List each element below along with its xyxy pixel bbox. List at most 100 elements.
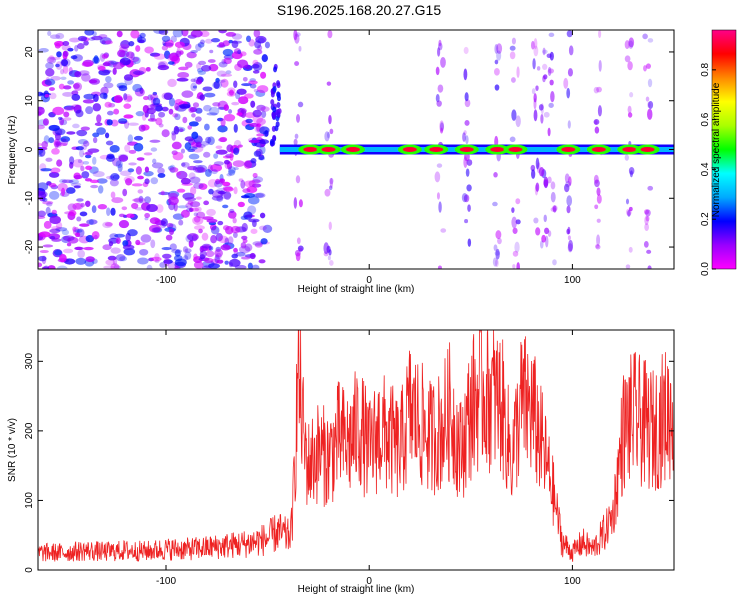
noise-blob	[146, 107, 156, 115]
ridge-peak	[345, 147, 360, 152]
noise-blob	[190, 30, 203, 38]
noise-blob	[188, 106, 195, 113]
noise-blob	[135, 242, 146, 246]
noise-blob	[94, 122, 103, 127]
noise-blob	[244, 180, 255, 188]
streak-blob	[645, 215, 650, 222]
noise-blob	[81, 73, 91, 82]
noise-blob	[203, 92, 216, 98]
noise-blob	[215, 149, 228, 155]
noise-blob	[153, 53, 166, 60]
noise-blob	[61, 229, 70, 236]
noise-blob	[174, 41, 185, 48]
streak-blob	[550, 181, 556, 190]
noise-blob	[112, 257, 118, 266]
noise-blob	[193, 261, 204, 269]
ridge-peak	[429, 147, 444, 152]
noise-blob	[152, 97, 161, 106]
noise-blob	[252, 176, 264, 183]
streak-blob	[598, 30, 602, 39]
noise-blob	[195, 142, 202, 148]
edge-blob	[272, 106, 277, 113]
noise-blob	[246, 35, 252, 43]
streak-blob	[298, 45, 302, 52]
noise-blob	[73, 174, 83, 180]
noise-blob	[46, 202, 53, 207]
noise-blob	[168, 228, 175, 235]
x-tick-label: -100	[156, 576, 176, 587]
noise-blob	[176, 171, 182, 176]
noise-blob	[51, 209, 57, 215]
streak-blob	[643, 65, 647, 72]
streak-blob	[546, 53, 552, 59]
noise-blob	[152, 91, 158, 96]
noise-blob	[249, 122, 259, 127]
noise-blob	[232, 160, 245, 168]
streak-blob	[647, 78, 653, 88]
streak-blob	[644, 223, 649, 231]
colorbar-tick-label: 0.4	[700, 162, 711, 176]
noise-blob	[255, 192, 266, 199]
streak-blob	[438, 201, 442, 213]
y-tick-label: 10	[24, 95, 35, 107]
noise-blob	[109, 145, 120, 153]
noise-blob	[77, 159, 83, 164]
noise-blob	[63, 258, 76, 265]
streak-blob	[563, 77, 569, 89]
streak-blob	[512, 264, 516, 269]
noise-blob	[106, 110, 114, 116]
noise-blob	[225, 31, 237, 37]
noise-blob	[252, 114, 263, 124]
noise-blob	[250, 100, 256, 108]
y-tick-label: 20	[24, 46, 35, 58]
noise-blob	[54, 40, 65, 47]
streak-blob	[509, 136, 516, 143]
noise-blob	[155, 117, 163, 126]
noise-blob	[258, 139, 270, 145]
noise-blob	[144, 196, 152, 204]
noise-blob	[251, 179, 261, 184]
streak-blob	[294, 61, 300, 66]
noise-blob	[256, 104, 266, 111]
noise-blob	[132, 70, 145, 75]
noise-blob	[155, 204, 164, 213]
streak-blob	[552, 205, 557, 213]
streak-blob	[594, 204, 599, 210]
streak-blob	[297, 245, 304, 252]
noise-blob	[223, 104, 229, 111]
noise-blob	[118, 220, 130, 229]
noise-blob	[144, 178, 150, 185]
noise-blob	[91, 35, 103, 41]
noise-blob	[211, 169, 218, 175]
noise-blob	[92, 31, 97, 37]
noise-blob	[215, 178, 221, 185]
noise-blob	[165, 234, 173, 241]
streak-blob	[296, 237, 301, 245]
streak-blob	[567, 235, 571, 241]
noise-blob	[55, 32, 65, 40]
noise-blob	[241, 83, 252, 87]
noise-blob	[91, 231, 100, 240]
noise-blob	[58, 83, 65, 90]
streak-blob	[533, 93, 537, 103]
noise-blob	[44, 94, 50, 98]
noise-blob	[144, 46, 154, 54]
streak-blob	[568, 239, 574, 252]
noise-blob	[143, 152, 153, 156]
streak-blob	[628, 37, 635, 48]
noise-blob	[85, 256, 95, 263]
streak-blob	[566, 87, 571, 99]
noise-blob	[240, 242, 247, 249]
noise-blob	[236, 88, 247, 95]
noise-blob	[157, 173, 166, 178]
noise-blob	[117, 49, 126, 58]
streak-blob	[568, 176, 572, 187]
noise-blob	[196, 164, 208, 173]
noise-blob	[79, 211, 88, 217]
noise-blob	[123, 175, 135, 183]
noise-blob	[152, 158, 157, 164]
noise-blob	[139, 32, 146, 38]
noise-blob	[169, 243, 177, 251]
streak-blob	[550, 90, 555, 103]
noise-blob	[149, 139, 161, 143]
